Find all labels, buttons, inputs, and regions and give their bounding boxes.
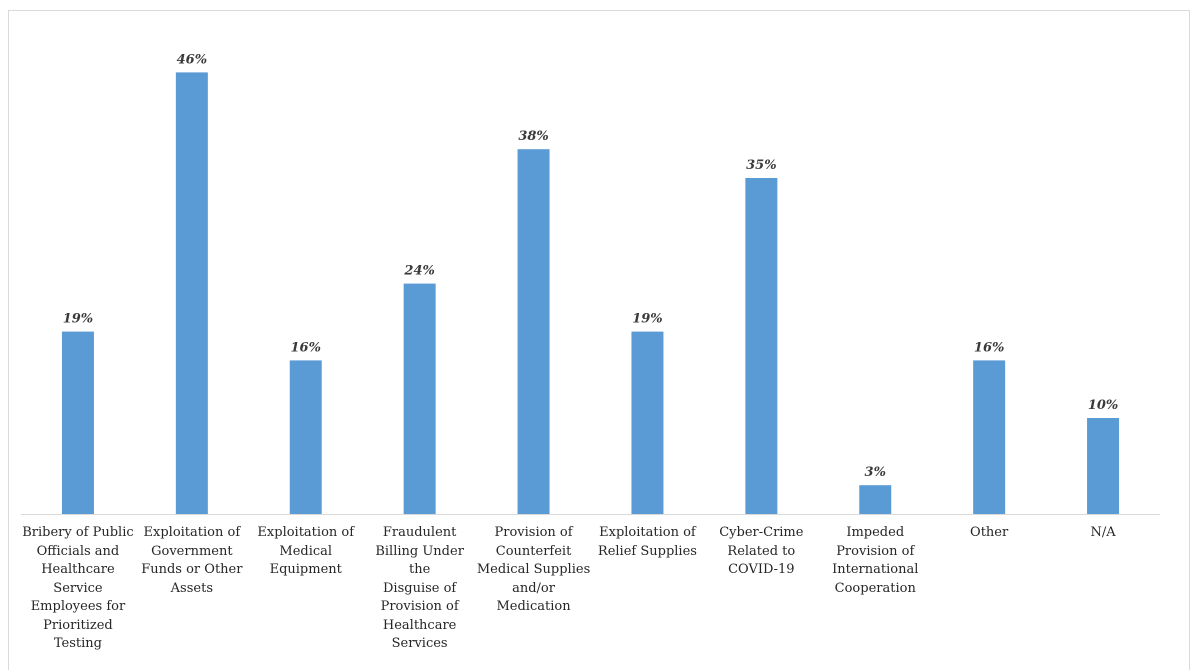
category-label-line: Prioritized [43, 617, 113, 633]
bar-1 [175, 72, 208, 515]
category-label-line: Healthcare [41, 562, 115, 577]
category-label-line: Cooperation [834, 580, 916, 596]
bar-7 [859, 485, 892, 514]
category-label-line: Employees for [30, 599, 126, 614]
category-label-line: Other [970, 525, 1009, 540]
bar-4 [517, 149, 550, 514]
bar-2 [289, 360, 322, 514]
category-label-line: Related to [727, 543, 796, 559]
data-label-2: 16% [291, 340, 321, 355]
category-label-line: Impeded [846, 525, 905, 540]
category-label-7: Impeded Provision of International Cooperat… [818, 524, 932, 598]
bar-3 [403, 283, 436, 514]
category-label-line: Officials and [36, 543, 120, 559]
category-label-line: Government [151, 543, 233, 559]
bar-8 [973, 360, 1006, 514]
category-label-line: Medical [279, 543, 333, 559]
category-label-9: N/A [1046, 524, 1160, 543]
bar-5 [631, 331, 664, 514]
data-label-8: 16% [974, 340, 1004, 355]
category-label-line: Testing [53, 636, 102, 651]
category-label-line: Medication [496, 599, 571, 614]
bars-group [61, 72, 1120, 515]
category-label-2: Exploitation of Medical Equipment [249, 524, 363, 580]
data-label-7: 3% [865, 465, 886, 480]
bar-6 [745, 178, 778, 514]
category-label-line: Billing Under the [375, 543, 464, 578]
data-label-4: 38% [518, 129, 548, 144]
category-label-line: Healthcare [382, 617, 457, 633]
category-label-line: Relief Supplies [597, 543, 697, 559]
category-label-line: Disguise of [383, 580, 457, 596]
category-label-line: N/A [1090, 525, 1116, 540]
bar-0 [61, 331, 94, 514]
data-label-9: 10% [1088, 398, 1118, 413]
data-label-5: 19% [632, 312, 662, 327]
category-label-line: and/or [512, 580, 555, 596]
bar-9 [1087, 418, 1120, 514]
chart-frame [8, 10, 1190, 670]
category-label-line: Medical Supplies [476, 562, 591, 577]
category-label-line: International [832, 562, 919, 577]
data-label-0: 19% [63, 312, 93, 327]
category-label-line: Exploitation of [599, 525, 696, 540]
category-label-line: Fraudulent [382, 525, 457, 540]
category-label-6: Cyber-Crime Related to COVID-19 [704, 524, 818, 580]
category-label-line: Provision of [836, 543, 915, 559]
data-labels-group: 19% 46% 16% 24% 38% 19% 35% 3% 16% 10% [63, 52, 1119, 480]
category-label-0: Bribery of Public Officials and Healthcare… [21, 524, 135, 654]
category-label-8: Other [932, 524, 1046, 543]
category-label-3: Fraudulent Billing Under the Disguise of Pr… [363, 524, 477, 654]
category-label-line: Provision of [380, 599, 459, 614]
category-label-line: COVID-19 [728, 562, 795, 577]
category-label-line: Services [391, 636, 448, 651]
data-label-3: 24% [403, 264, 434, 279]
category-label-line: Cyber-Crime [719, 525, 804, 540]
category-label-line: Funds or Other [141, 562, 243, 577]
data-label-6: 35% [746, 158, 776, 173]
data-label-1: 46% [177, 52, 207, 67]
category-label-line: Assets [170, 580, 213, 596]
category-label-5: Exploitation of Relief Supplies [591, 524, 705, 561]
category-label-line: Bribery of Public [22, 525, 134, 540]
category-label-4: Provision of Counterfeit Medical Supplies a… [477, 524, 591, 617]
category-label-line: Equipment [269, 562, 342, 577]
category-label-1: Exploitation of Government Funds or Other A… [135, 524, 249, 598]
category-label-line: Exploitation of [143, 525, 241, 540]
category-label-line: Service [53, 580, 103, 596]
category-label-line: Provision of [494, 525, 573, 540]
category-label-line: Exploitation of [257, 525, 355, 540]
category-label-line: Counterfeit [495, 543, 572, 559]
